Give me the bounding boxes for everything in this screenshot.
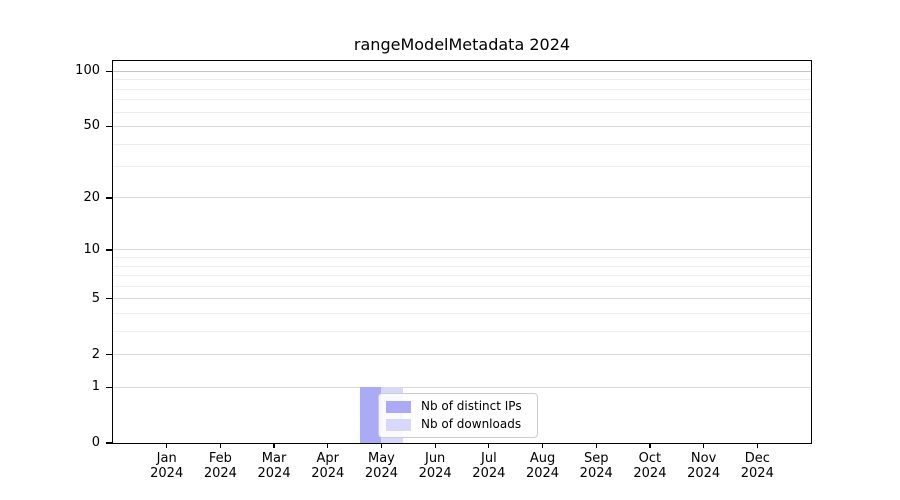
y-tick-label: 1 — [91, 379, 100, 395]
y-tick-mark — [106, 298, 112, 300]
y-tick-label: 100 — [75, 63, 100, 79]
major-gridline — [113, 197, 811, 199]
y-tick-label: 50 — [83, 118, 100, 134]
x-tick-year: 2024 — [579, 466, 613, 481]
legend-swatch-downloads — [386, 418, 411, 431]
x-tick-mark — [649, 443, 651, 448]
x-tick-year: 2024 — [203, 466, 237, 481]
y-tick-mark — [106, 125, 112, 128]
major-gridline — [113, 125, 811, 127]
minor-gridline — [113, 88, 811, 90]
minor-gridline — [113, 257, 811, 259]
x-tick-mark — [434, 443, 436, 448]
major-gridline — [113, 354, 811, 356]
x-tick-month: Feb — [208, 451, 232, 466]
x-tick-label: Feb 2024 — [190, 451, 250, 481]
minor-gridline — [113, 285, 811, 287]
x-tick-month: Jun — [424, 451, 446, 466]
x-tick-label: Apr 2024 — [298, 451, 358, 481]
x-tick-label: Sep 2024 — [566, 451, 626, 481]
x-tick-mark — [756, 443, 758, 448]
x-tick-year: 2024 — [150, 466, 184, 481]
x-tick-month: Aug — [529, 451, 556, 466]
x-tick-year: 2024 — [687, 466, 721, 481]
y-tick-mark — [106, 197, 112, 199]
y-tick-label: 10 — [83, 241, 100, 257]
x-tick-label: Jun 2024 — [405, 451, 465, 481]
bar-nb-of-distinct-ips — [359, 387, 382, 443]
x-tick-year: 2024 — [311, 466, 345, 481]
legend-row: Nb of downloads — [386, 417, 527, 432]
x-tick-mark — [703, 443, 705, 448]
minor-gridline — [113, 143, 811, 145]
minor-gridline — [113, 312, 811, 314]
y-tick-mark — [106, 70, 112, 73]
x-tick-year: 2024 — [257, 466, 291, 481]
x-tick-month: Jul — [481, 451, 497, 466]
x-tick-mark — [488, 443, 490, 448]
x-tick-month: Dec — [744, 451, 770, 466]
x-tick-month: May — [368, 451, 395, 466]
legend-row: Nb of distinct IPs — [386, 399, 527, 414]
major-gridline — [113, 70, 811, 72]
x-tick-year: 2024 — [472, 466, 506, 481]
x-tick-label: Nov 2024 — [674, 451, 734, 481]
minor-gridline — [113, 275, 811, 277]
x-tick-label: Jan 2024 — [137, 451, 197, 481]
x-tick-month: Sep — [583, 451, 609, 466]
x-tick-mark — [541, 443, 544, 448]
x-tick-year: 2024 — [740, 466, 774, 481]
plot-area — [113, 61, 811, 443]
x-tick-label: Jul 2024 — [459, 451, 519, 481]
x-tick-mark — [595, 443, 597, 448]
x-tick-label: Aug 2024 — [513, 451, 573, 481]
x-tick-mark — [273, 443, 275, 448]
x-tick-label: Mar 2024 — [244, 451, 304, 481]
x-tick-label: May 2024 — [351, 451, 411, 481]
y-tick-label: 5 — [91, 290, 100, 306]
x-tick-year: 2024 — [525, 466, 560, 481]
x-tick-mark — [327, 443, 329, 448]
x-tick-month: Mar — [261, 451, 287, 466]
x-tick-mark — [219, 443, 221, 448]
x-tick-month: Oct — [638, 451, 662, 466]
major-gridline — [113, 386, 811, 388]
y-tick-mark — [106, 386, 112, 388]
minor-gridline — [113, 99, 811, 101]
y-tick-label: 20 — [83, 189, 100, 205]
legend-label: Nb of distinct IPs — [421, 399, 522, 413]
minor-gridline — [113, 79, 811, 81]
minor-gridline — [113, 166, 811, 168]
minor-gridline — [113, 111, 811, 113]
minor-gridline — [113, 265, 811, 267]
legend: Nb of distinct IPs Nb of downloads — [378, 393, 538, 438]
y-tick-mark — [106, 442, 112, 444]
legend-swatch-distinct-ips — [386, 400, 411, 413]
x-tick-year: 2024 — [364, 466, 398, 481]
minor-gridline — [113, 330, 811, 332]
major-gridline — [113, 249, 811, 251]
x-tick-mark — [380, 443, 383, 448]
y-tick-mark — [106, 249, 112, 251]
major-gridline — [113, 298, 811, 300]
x-tick-year: 2024 — [633, 466, 667, 481]
chart-title: rangeModelMetadata 2024 — [353, 35, 571, 54]
x-tick-month: Jan — [156, 451, 177, 466]
x-tick-month: Nov — [690, 451, 717, 466]
x-tick-month: Apr — [316, 451, 340, 466]
legend-label: Nb of downloads — [421, 417, 522, 431]
y-tick-mark — [106, 353, 112, 356]
y-tick-label: 0 — [91, 435, 100, 450]
x-tick-mark — [166, 443, 168, 448]
x-tick-label: Dec 2024 — [727, 451, 787, 481]
x-tick-label: Oct 2024 — [620, 451, 680, 481]
y-tick-label: 2 — [91, 346, 100, 362]
x-tick-year: 2024 — [418, 466, 452, 481]
